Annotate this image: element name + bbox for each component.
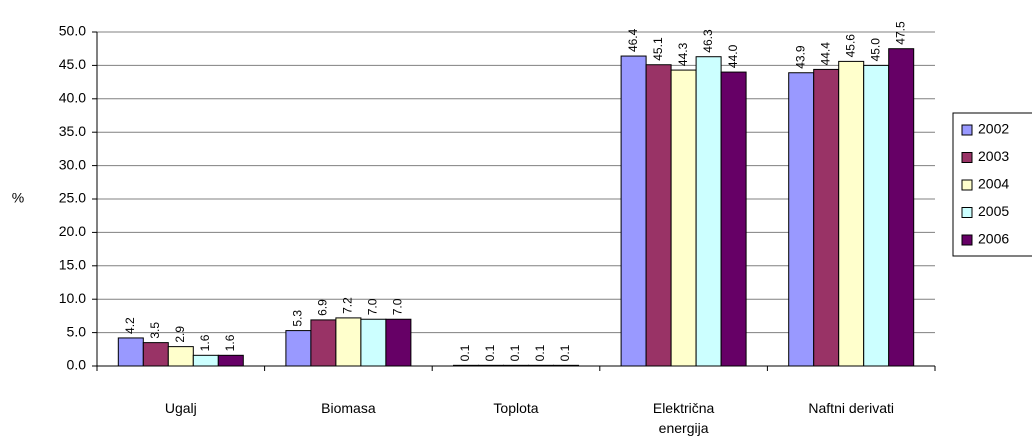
x-tick-label: Električna energija — [652, 400, 715, 436]
data-label: 5.3 — [291, 310, 305, 327]
data-label: 44.0 — [726, 44, 740, 68]
data-label: 6.9 — [316, 299, 330, 316]
legend-label: 2006 — [978, 231, 1009, 247]
x-tick-label: Naftni derivati — [808, 400, 894, 416]
data-label: 1.6 — [198, 334, 212, 351]
y-tick-label: 50.0 — [59, 23, 86, 39]
y-tick-label: 35.0 — [59, 123, 86, 139]
data-label: 7.0 — [391, 298, 405, 315]
bar — [217, 354, 244, 367]
data-label: 0.1 — [483, 344, 497, 361]
y-tick-label: 15.0 — [59, 257, 86, 273]
bar — [385, 318, 412, 367]
bar — [838, 60, 865, 367]
bar — [192, 354, 219, 367]
y-tick-label: 10.0 — [59, 290, 86, 306]
y-tick-label: 30.0 — [59, 156, 86, 172]
data-label: 45.0 — [868, 38, 882, 62]
data-label: 1.6 — [223, 334, 237, 351]
bar — [117, 337, 144, 367]
y-tick-label: 25.0 — [59, 190, 86, 206]
bar — [863, 64, 890, 367]
legend-swatch — [961, 179, 973, 191]
bar — [360, 318, 387, 367]
legend-label: 2004 — [978, 176, 1009, 192]
y-tick-label: 0.0 — [67, 357, 87, 373]
bar — [142, 342, 169, 367]
legend-swatch — [961, 207, 973, 218]
x-tick-label: Toplota — [493, 400, 539, 416]
bar — [670, 69, 697, 367]
data-label: 47.5 — [893, 21, 907, 45]
data-label: 0.1 — [558, 344, 572, 361]
bar — [528, 364, 554, 367]
data-label: 3.5 — [148, 322, 162, 339]
data-label: 0.1 — [533, 344, 547, 361]
bar — [453, 364, 479, 367]
bar — [478, 364, 504, 367]
bar — [503, 364, 529, 367]
legend-swatch — [961, 152, 973, 163]
x-tick-label: Ugalj — [164, 400, 197, 416]
data-label: 45.6 — [843, 34, 857, 58]
bar — [553, 364, 579, 367]
bar — [788, 72, 815, 367]
legend-label: 2002 — [978, 121, 1009, 137]
data-label: 43.9 — [793, 45, 807, 69]
bar — [888, 48, 915, 367]
data-label: 7.2 — [341, 297, 355, 314]
y-tick-label: 5.0 — [67, 323, 87, 339]
bar — [620, 55, 647, 367]
y-tick-label: 40.0 — [59, 90, 86, 106]
bar — [167, 346, 194, 367]
data-label: 46.4 — [626, 28, 640, 52]
y-axis-label: % — [12, 190, 24, 206]
bar — [720, 71, 747, 367]
data-label: 2.9 — [173, 326, 187, 343]
bar — [813, 68, 840, 367]
data-label: 44.3 — [676, 42, 690, 66]
legend-label: 2005 — [978, 203, 1009, 219]
data-label: 44.4 — [818, 42, 832, 66]
bar — [335, 317, 362, 367]
data-label: 7.0 — [366, 298, 380, 315]
x-tick-label: Biomasa — [321, 400, 376, 416]
data-label: 45.1 — [651, 37, 665, 61]
data-label: 0.1 — [508, 344, 522, 361]
y-tick-label: 20.0 — [59, 223, 86, 239]
data-label: 4.2 — [123, 317, 137, 334]
legend-label: 2003 — [978, 148, 1009, 164]
bar — [310, 319, 337, 367]
bar — [645, 64, 672, 367]
data-label: 46.3 — [701, 29, 715, 53]
legend-swatch — [961, 234, 973, 246]
y-tick-label: 45.0 — [59, 56, 86, 72]
legend-swatch — [961, 124, 973, 136]
bar — [285, 330, 312, 367]
bar — [695, 56, 722, 367]
data-label: 0.1 — [458, 344, 472, 361]
